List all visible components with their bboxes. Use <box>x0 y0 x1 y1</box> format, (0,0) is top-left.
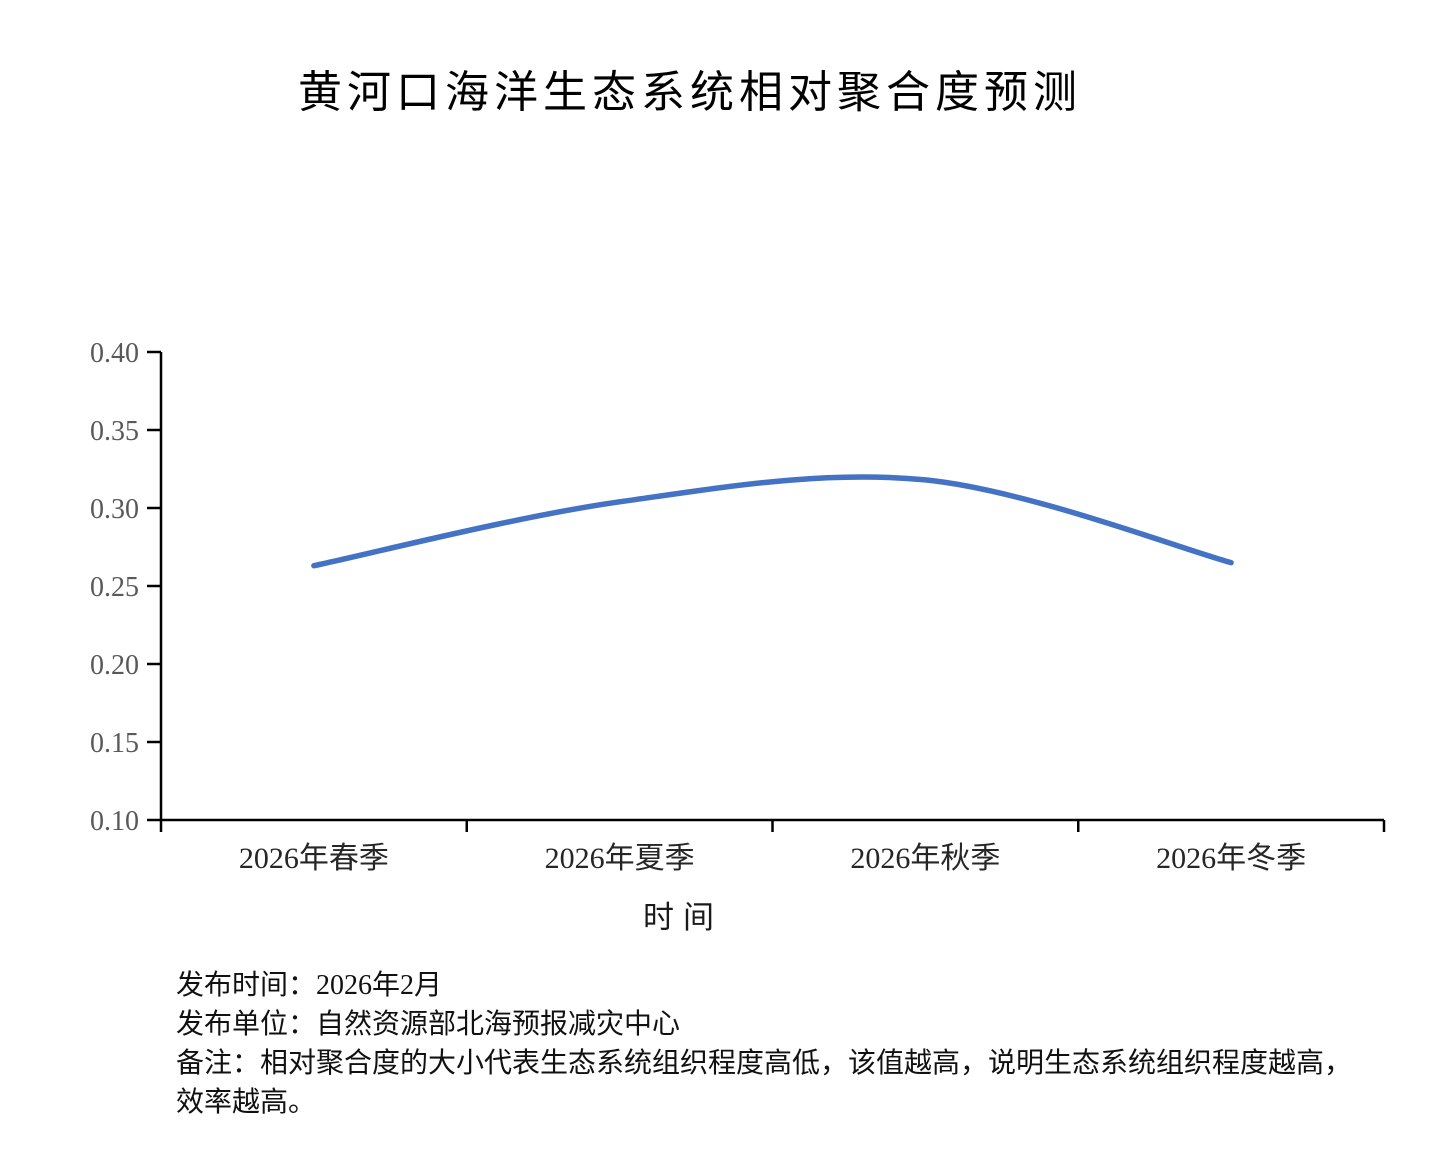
x-tick-label: 2026年冬季 <box>1156 842 1306 875</box>
footnote-line: 发布单位：自然资源部北海预报减灾中心 <box>176 1009 681 1040</box>
y-tick-label: 0.10 <box>90 806 139 837</box>
chart-footnotes: 发布时间：2026年2月发布单位：自然资源部北海预报减灾中心备注：相对聚合度的大… <box>176 966 1376 1122</box>
y-tick-label: 0.15 <box>90 728 139 759</box>
x-tick-label: 2026年秋季 <box>850 842 1000 875</box>
x-tick-label: 2026年春季 <box>239 842 389 875</box>
x-tick-label: 2026年夏季 <box>545 842 695 875</box>
y-tick-label: 0.20 <box>90 650 139 681</box>
y-tick-label: 0.35 <box>90 416 139 447</box>
footnote-line: 效率越高。 <box>176 1087 317 1118</box>
x-axis-title: 时间 <box>643 900 723 935</box>
data-series-line <box>311 474 1234 569</box>
footnote-line: 备注：相对聚合度的大小代表生态系统组织程度高低，该值越高，说明生态系统组织程度越… <box>176 1048 1353 1079</box>
y-tick-label: 0.40 <box>90 338 139 369</box>
y-tick-label: 0.30 <box>90 494 139 525</box>
footnote-line: 发布时间：2026年2月 <box>176 970 443 1001</box>
y-tick-label: 0.25 <box>90 572 139 603</box>
chart-title: 黄河口海洋生态系统相对聚合度预测 <box>298 68 1082 117</box>
